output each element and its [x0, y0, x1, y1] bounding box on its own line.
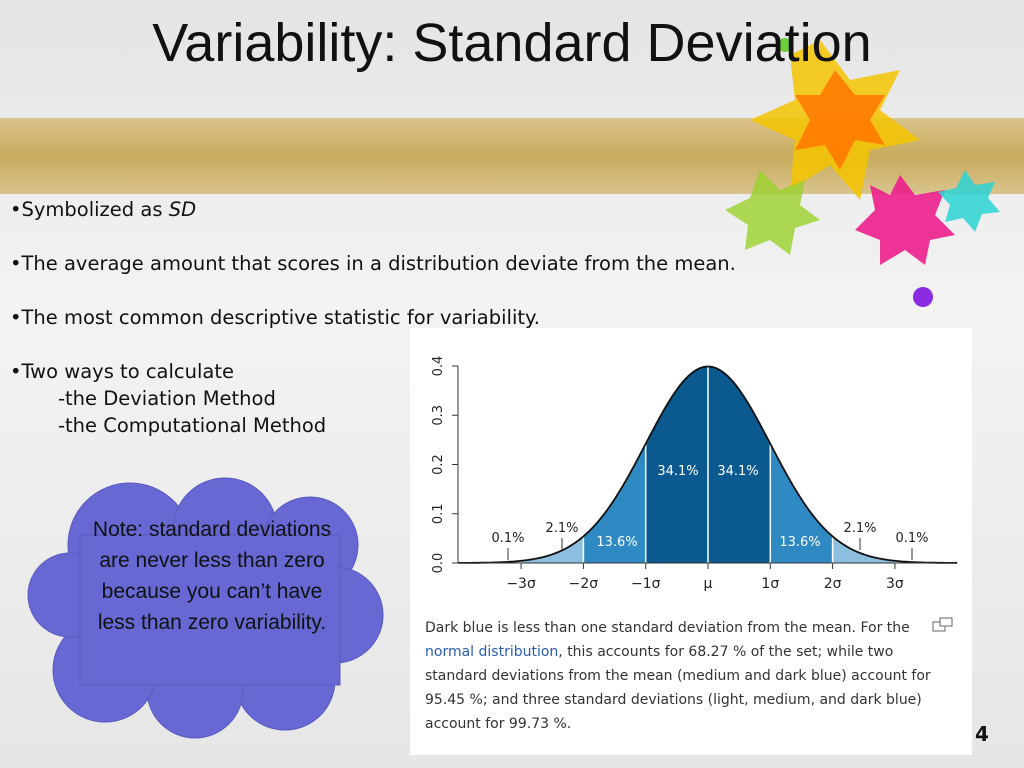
y-tick-label: 0.2 — [431, 454, 446, 475]
x-tick-label: −1σ — [631, 576, 661, 592]
curve-region — [832, 536, 895, 563]
x-tick-label: −3σ — [506, 576, 536, 592]
x-tick-label: μ — [704, 576, 713, 592]
region-label: 34.1% — [717, 464, 758, 479]
y-tick-label: 0.1 — [431, 503, 446, 524]
caption-text: Dark blue is less than one standard devi… — [425, 620, 910, 636]
x-tick-label: 2σ — [824, 576, 842, 592]
bullet-text: •The average amount that scores in a dis… — [10, 252, 736, 275]
figure: 0.0 0.1 0.2 0.3 0.4 −3σ −2σ −1σ μ 1σ 2σ 3σ 0.1% 2.1% 1… — [410, 328, 972, 755]
flower-decoration — [725, 38, 1000, 307]
normal-curve: 0.0 0.1 0.2 0.3 0.4 −3σ −2σ −1σ μ 1σ 2σ 3σ 0.1% 2.1% 1… — [431, 356, 958, 592]
region-label: 0.1% — [895, 531, 928, 546]
bullet-list: •Symbolized as SD •The average amount tha… — [10, 196, 736, 466]
enlarge-icon — [932, 617, 953, 632]
figure-caption: Dark blue is less than one standard devi… — [425, 616, 955, 736]
x-tick-label: 1σ — [761, 576, 779, 592]
bullet: •Two ways to calculate -the Deviation Met… — [10, 358, 736, 439]
curve-region — [521, 536, 584, 563]
region-label: 13.6% — [779, 535, 820, 550]
bullet-emphasis: SD — [168, 198, 197, 221]
bullet: •Symbolized as SD — [10, 196, 736, 223]
region-label: 0.1% — [491, 531, 524, 546]
sub-bullet: -the Computational Method — [58, 414, 327, 437]
page-number: 4 — [975, 722, 989, 746]
slide-title: Variability: Standard Deviation — [152, 13, 872, 73]
bullet: •The most common descriptive statistic f… — [10, 304, 736, 331]
region-label: 2.1% — [545, 521, 578, 536]
caption-link[interactable]: normal distribution — [425, 644, 559, 660]
region-label: 13.6% — [596, 535, 637, 550]
curve-line — [457, 365, 958, 564]
y-tick-label: 0.0 — [431, 553, 446, 574]
note-text: Note: standard deviations are never less… — [92, 518, 332, 634]
x-tick-label: −2σ — [569, 576, 599, 592]
bullet-text: •Two ways to calculate — [10, 360, 235, 383]
bullet-text: •The most common descriptive statistic f… — [10, 306, 540, 329]
x-tick-label: 3σ — [886, 576, 904, 592]
bullet-text: •Symbolized as — [10, 198, 169, 221]
note-cloud — [27, 477, 384, 739]
region-label: 34.1% — [657, 464, 698, 479]
caption-text: , this accounts for 68.27 % of the set; … — [425, 644, 931, 732]
bullet: •The average amount that scores in a dis… — [10, 250, 736, 277]
y-tick-label: 0.4 — [431, 356, 446, 377]
sub-bullet: -the Deviation Method — [58, 387, 276, 410]
y-tick-label: 0.3 — [431, 405, 446, 426]
region-label: 2.1% — [843, 521, 876, 536]
